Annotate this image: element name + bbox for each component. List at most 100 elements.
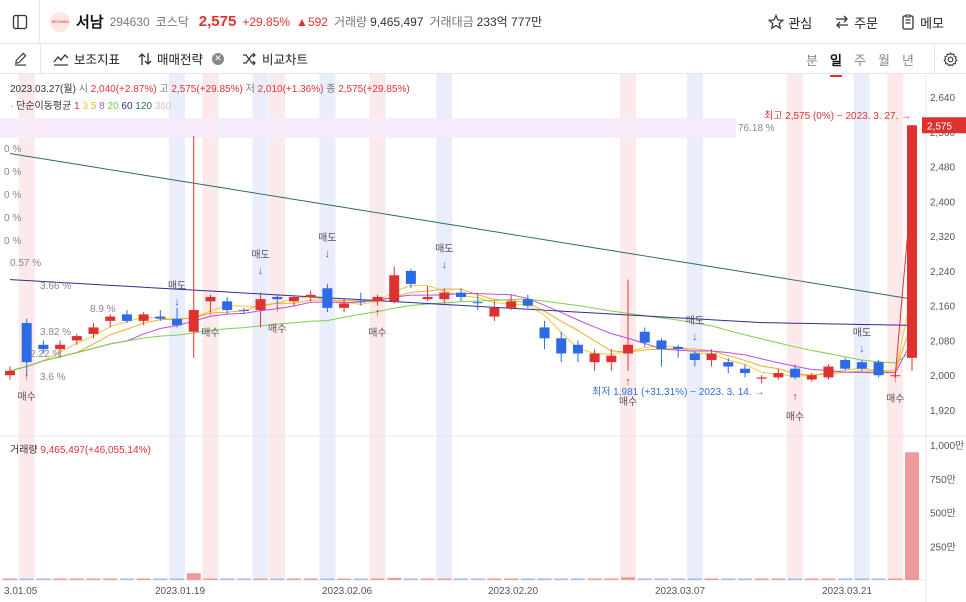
candle-body[interactable] [339,303,350,308]
candle-body[interactable] [823,366,834,378]
candle-body[interactable] [456,292,466,297]
candle-body[interactable] [138,314,149,321]
candle-body[interactable] [422,296,433,300]
volume-bar [788,578,803,580]
candle-body[interactable] [623,344,634,354]
candle-body[interactable] [840,360,851,369]
candle-body[interactable] [572,344,583,354]
buy-signal-band [369,74,386,580]
ma-label: 단순이동평균 [16,101,72,112]
candle-body[interactable] [121,314,132,321]
candle-body[interactable] [656,340,667,350]
volume-bar [687,578,702,580]
tab-period-month[interactable]: 월 [878,52,890,68]
tab-period-year[interactable]: 년 [902,52,914,68]
chart-toolbar: 보조지표 매매전략 ✕ 비교차트 [0,43,966,74]
memo-button[interactable]: 메모 [900,13,944,32]
volume-bar [370,578,385,580]
candle-body[interactable] [355,301,366,303]
compare-button[interactable]: 비교차트 [242,49,308,68]
tab-period-week[interactable]: 주 [854,52,866,68]
sell-signal-band [436,74,453,580]
stock-name: 서남 [76,14,104,31]
candle-body[interactable] [38,344,49,350]
percent-level-label: 0 % [4,144,21,155]
tab-period-day[interactable]: 일 [824,50,848,77]
volume-bar [671,578,686,580]
candle-body[interactable] [739,368,750,374]
candle-body[interactable] [673,346,684,350]
candle-body[interactable] [288,296,299,302]
sell-arrow-icon: ↓ [692,331,698,343]
panel-toggle-button[interactable] [0,0,40,44]
candle-body[interactable] [188,310,199,332]
settings-button[interactable] [934,44,966,74]
candle-body[interactable] [556,338,567,354]
strategy-button[interactable]: 매매전략 ✕ [138,49,225,68]
candle-body[interactable] [723,362,734,367]
candle-body[interactable] [21,323,32,363]
candle-body[interactable] [372,296,383,302]
buy-arrow-icon: ↑ [375,307,381,319]
candle-body[interactable] [155,316,166,319]
candle-body[interactable] [272,296,283,300]
candle-body[interactable] [55,344,66,350]
candle-body[interactable] [405,270,416,284]
volume-bar [253,578,268,580]
candle-body[interactable] [222,301,233,311]
candle-body[interactable] [71,336,82,341]
candle-body[interactable] [606,355,617,363]
candle-body[interactable] [489,307,500,317]
candle-body[interactable] [706,353,717,361]
volume-bar [621,577,636,580]
volume-axis-label: 750만 [930,474,956,486]
trade-value-label: 거래대금 [429,15,474,29]
candle-body[interactable] [205,296,216,302]
candle-body[interactable] [172,318,183,326]
buy-signal-band [887,74,904,580]
candle-body[interactable] [305,294,316,297]
watchlist-label: 관심 [788,15,813,31]
ma-period-1: 1 [74,101,80,112]
candle-body[interactable] [105,316,116,321]
date-axis-label: 2023.02.20 [488,586,538,597]
candle-body[interactable] [806,375,817,380]
candle-body[interactable] [539,327,550,339]
candle-body[interactable] [756,377,767,379]
strategy-close-icon[interactable]: ✕ [212,52,225,65]
candle-body[interactable] [389,275,400,302]
candle-body[interactable] [255,299,266,311]
candle-body[interactable] [522,299,533,306]
candle-body[interactable] [873,362,884,376]
candle-body[interactable] [589,353,600,363]
candle-body[interactable] [322,288,333,308]
volume-info: 거래량 9,465,497(+46,055.14%) [10,441,151,456]
candle-body[interactable] [88,327,99,334]
buy-arrow-icon: ↑ [275,303,281,315]
candle-body[interactable] [639,331,650,343]
candle-body[interactable] [856,362,867,369]
candle-body[interactable] [472,302,483,304]
order-button[interactable]: 주문 [834,13,878,32]
volume-axis-label: 1,000만 [930,440,964,452]
candle-body[interactable] [238,310,249,312]
candle-body[interactable] [790,368,801,378]
candle-body[interactable] [689,353,700,361]
watchlist-button[interactable]: 관심 [768,13,812,32]
candle-body[interactable] [439,292,450,300]
candle-body[interactable] [773,373,784,378]
candle-body[interactable] [907,125,917,358]
current-price-tag [922,117,966,134]
top-bar: SEONAM 서남 294630 코스닥 2,575 +29.85% ▲592 … [0,0,966,44]
tab-period-minute[interactable]: 분 [806,52,818,68]
indicators-label: 보조지표 [74,53,121,67]
candle-body[interactable] [890,375,901,377]
volume-bar [570,578,585,580]
candle-body[interactable] [5,370,15,376]
indicators-button[interactable]: 보조지표 [53,49,120,68]
indicator-chart-icon [53,53,69,66]
price-chart[interactable]: 2,640 2,560 2,480 2,400 2,320 2,240 2,160 2,080… [0,74,966,602]
volume-bar [236,578,251,580]
candle-body[interactable] [506,301,517,308]
draw-button[interactable] [0,51,40,66]
